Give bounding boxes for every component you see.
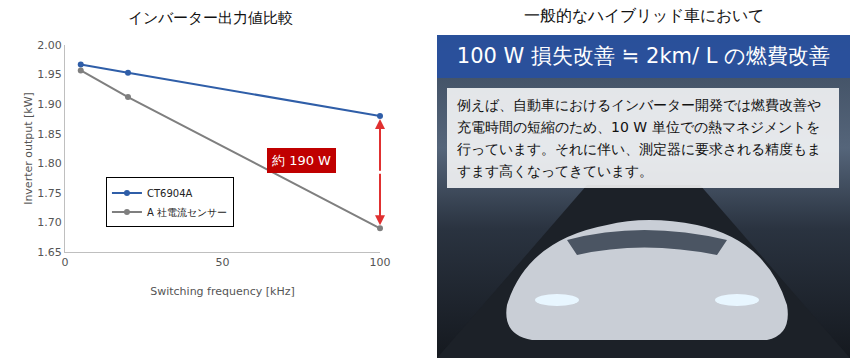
svg-text:50: 50 (216, 256, 230, 269)
svg-text:2.00: 2.00 (37, 39, 62, 52)
svg-text:1.75: 1.75 (37, 187, 62, 200)
svg-text:1.85: 1.85 (37, 128, 62, 141)
svg-text:Switching frequency [kHz]: Switching frequency [kHz] (150, 285, 295, 298)
svg-text:0: 0 (62, 256, 69, 269)
svg-text:約 190 W: 約 190 W (272, 153, 331, 168)
html-text:一般的なハイブリッド車において: 一般的なハイブリッド車において (523, 6, 764, 25)
svg-text:1.70: 1.70 (37, 216, 62, 229)
svg-text:1.90: 1.90 (37, 98, 62, 111)
svg-text:A 社電流センサー: A 社電流センサー (147, 207, 227, 218)
svg-text:1.95: 1.95 (37, 68, 62, 81)
html-text:100 W 損失改善 ≒ 2km/ L の燃費改善: 100 W 損失改善 ≒ 2km/ L の燃費改善 (456, 44, 831, 68)
svg-text:1.80: 1.80 (37, 157, 62, 170)
svg-text:1.65: 1.65 (37, 246, 62, 259)
svg-text:Inverter output [kW]: Inverter output [kW] (22, 92, 35, 205)
html-text:例えば、自動車におけるインバーター開発では燃費改善や充電時間: 例えば、自動車におけるインバーター開発では燃費改善や充電時間の短縮のため、10 … (457, 97, 821, 179)
svg-text:CT6904A: CT6904A (147, 188, 193, 199)
svg-text:100: 100 (370, 256, 391, 269)
svg-text:インバーター出力値比較: インバーター出力値比較 (128, 9, 293, 27)
